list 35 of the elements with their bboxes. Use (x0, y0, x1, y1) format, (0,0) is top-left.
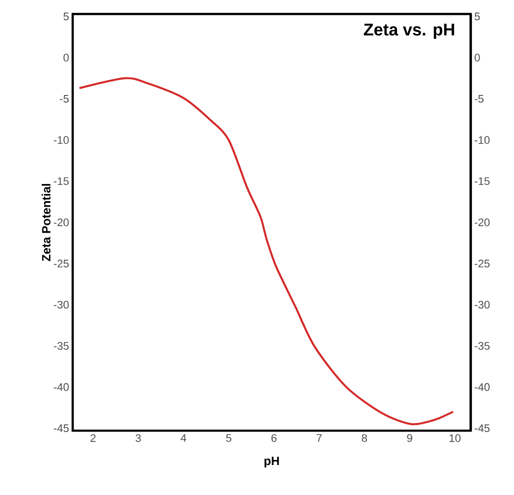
y2-tick-label: 5 (474, 12, 480, 20)
y-tick-label: -40 (54, 383, 69, 391)
text: Zeta vs. pH (364, 24, 454, 39)
y2-tick-label: -35 (474, 342, 490, 350)
x-tick-label: 7 (316, 434, 322, 442)
x-tick-label: 9 (407, 434, 412, 442)
y2-tick-label: -45 (474, 424, 490, 432)
y2-tick-label: -30 (474, 300, 490, 309)
y2-tick-label: -5 (474, 95, 484, 103)
y2-tick-label: -10 (474, 136, 490, 144)
x-axis-title: pH (264, 456, 279, 468)
y2-tick-label: -15 (474, 177, 490, 185)
y-tick-label: -45 (54, 424, 69, 432)
y2-tick-label: -20 (474, 218, 490, 226)
y-axis-title: Zeta Potential (42, 184, 50, 262)
x-tick-label: 4 (180, 434, 186, 442)
y-tick-label: -35 (54, 342, 69, 350)
x-tick-label: 3 (136, 434, 141, 442)
x-tick-label: 5 (226, 434, 232, 442)
x-tick-label: 2 (90, 434, 96, 442)
y-tick-label: -30 (54, 300, 69, 309)
x-tick-label: 10 (450, 434, 461, 442)
y-tick-label: -15 (54, 177, 69, 185)
y-tick-label: -20 (54, 218, 69, 226)
y-tick-label: -10 (54, 136, 69, 144)
x-tick-label: 6 (271, 434, 277, 442)
y2-tick-label: -25 (474, 260, 490, 268)
y-tick-label: 0 (64, 54, 69, 62)
y-tick-label: -5 (60, 95, 69, 103)
x-tick-label: 8 (362, 434, 367, 442)
y2-tick-label: 0 (474, 54, 480, 62)
y2-tick-label: -40 (474, 383, 490, 391)
y-tick-label: -25 (54, 260, 69, 268)
y-tick-label: 5 (64, 12, 69, 20)
line-series (78, 77, 454, 426)
